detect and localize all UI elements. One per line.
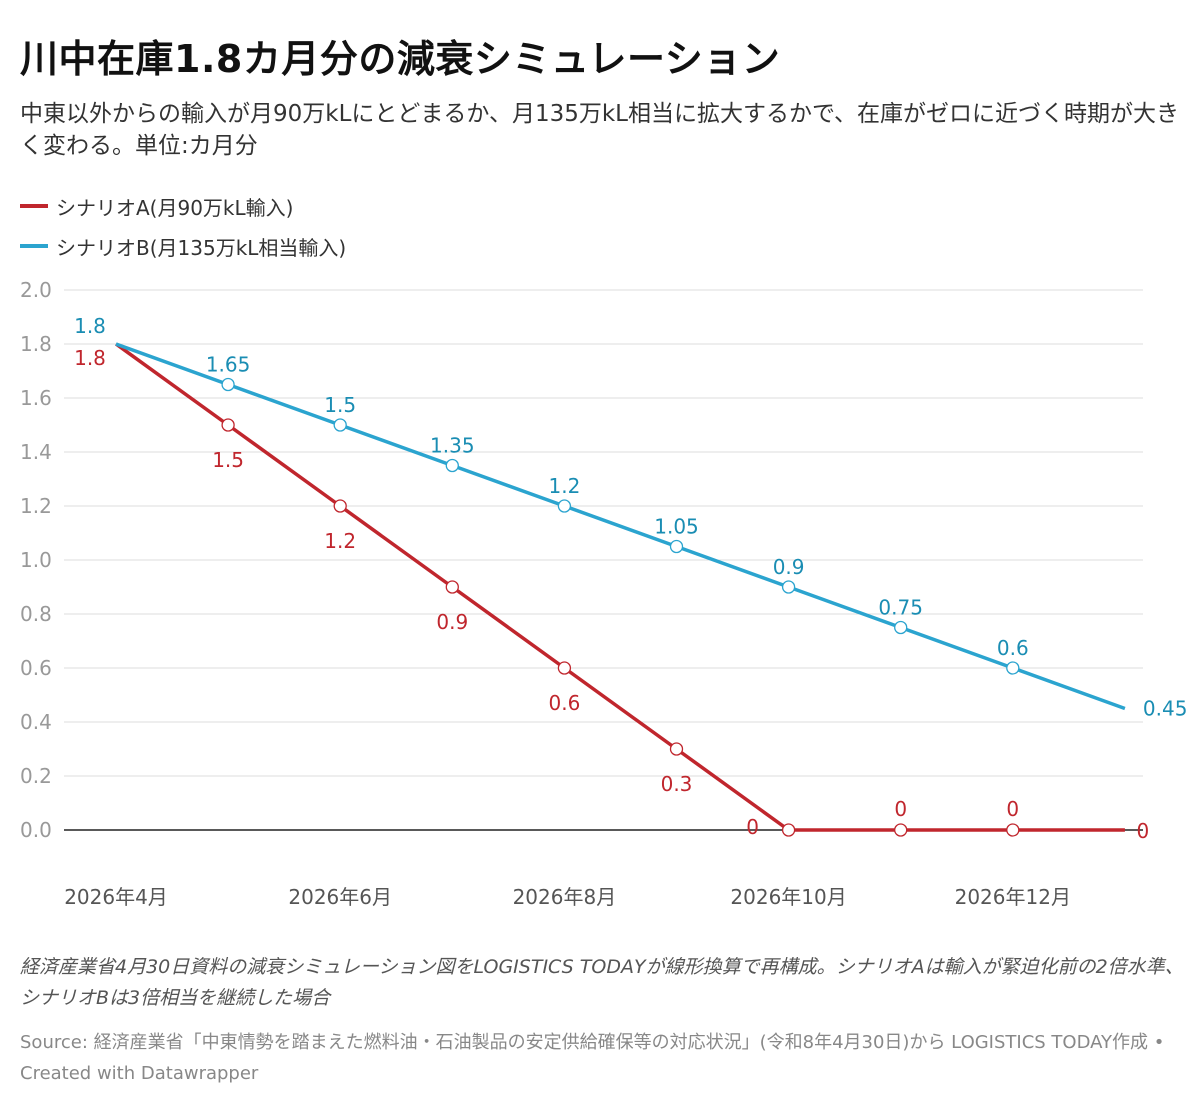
data-label-scenario-b: 1.2	[548, 474, 580, 498]
point-scenario-b	[894, 620, 908, 635]
legend-item-scenario-a: シナリオA(月90万kL輸入)	[20, 186, 346, 226]
x-axis-ticks: 2026年4月 2026年6月 2026年8月 2026年10月 2026年12月	[64, 885, 1071, 909]
data-label-scenario-a: 1.8	[74, 346, 106, 370]
x-tick-label: 2026年8月	[513, 885, 617, 909]
data-label-scenario-a: 1.2	[324, 529, 356, 553]
point-scenario-a	[781, 823, 796, 837]
series-line-scenario-a	[114, 342, 1125, 832]
y-tick-label: 2.0	[20, 278, 52, 302]
chart-source: Source: 経済産業省「中東情勢を踏まえた燃料油・石油製品の安定供給確保等の…	[20, 1032, 1165, 1084]
y-tick-label: 0.6	[20, 656, 52, 680]
data-labels: 1.8 1.5 1.2 0.9 0.6 0.3 0 0 0 0 1.8 1.65 1.5 1.35 1.2 1…	[74, 314, 1187, 843]
data-label-scenario-b: 0.75	[878, 596, 923, 620]
point-scenario-b	[445, 458, 459, 473]
x-tick-label: 2026年10月	[730, 885, 846, 909]
data-label-scenario-a: 0	[1006, 797, 1019, 821]
point-scenario-b	[557, 499, 572, 513]
x-tick-label: 2026年12月	[955, 885, 1071, 909]
series-line-scenario-b	[115, 342, 1126, 711]
point-scenario-b	[1006, 661, 1020, 675]
y-tick-label: 0.0	[20, 818, 52, 842]
y-tick-label: 0.4	[20, 710, 52, 734]
point-scenario-a	[1006, 823, 1020, 837]
data-label-scenario-b: 1.35	[430, 434, 475, 458]
point-scenario-a	[333, 499, 347, 513]
legend-label-scenario-b: シナリオB(月135万kL相当輸入)	[56, 235, 347, 260]
legend-swatch-scenario-b	[20, 244, 48, 248]
series-lines	[114, 342, 1126, 832]
point-scenario-b	[669, 539, 684, 554]
y-tick-label: 1.2	[20, 494, 52, 518]
data-label-scenario-b: 0.9	[773, 555, 805, 579]
chart-note: 経済産業省4月30日資料の減衰シミュレーション図をLOGISTICS TODAY…	[20, 956, 1184, 1009]
point-scenario-a	[894, 823, 908, 837]
legend-swatch-scenario-a	[20, 204, 48, 208]
data-label-scenario-a: 0	[1137, 819, 1150, 843]
y-tick-label: 0.2	[20, 764, 52, 788]
y-tick-label: 0.8	[20, 602, 52, 626]
data-label-scenario-b: 1.05	[654, 515, 699, 539]
legend: シナリオA(月90万kL輸入) シナリオB(月135万kL相当輸入)	[20, 186, 346, 266]
data-label-scenario-b: 1.5	[324, 393, 356, 417]
line-chart: 0.0 0.2 0.4 0.6 0.8 1.0 1.2 1.4 1.6 1.8 2.0 2026年4…	[20, 278, 1187, 909]
data-label-scenario-a: 0.9	[436, 610, 468, 634]
point-scenario-b	[781, 580, 796, 594]
legend-label-scenario-a: シナリオA(月90万kL輸入)	[56, 195, 294, 220]
x-tick-label: 2026年4月	[64, 885, 168, 909]
legend-item-scenario-b: シナリオB(月135万kL相当輸入)	[20, 226, 346, 266]
grid-layer	[64, 289, 1143, 831]
y-tick-label: 1.8	[20, 332, 52, 356]
point-scenario-a	[669, 742, 684, 756]
series-points	[221, 377, 1020, 837]
data-label-scenario-a: 0.6	[548, 691, 580, 715]
data-label-scenario-b: 0.6	[997, 636, 1029, 660]
data-label-scenario-b: 0.45	[1143, 697, 1188, 721]
data-label-scenario-a: 0	[746, 815, 759, 839]
data-label-scenario-b: 1.65	[206, 353, 251, 377]
data-label-scenario-b: 1.8	[74, 314, 106, 338]
point-scenario-b	[333, 418, 347, 432]
data-label-scenario-a: 0	[894, 797, 907, 821]
chart-subtitle: 中東以外からの輸入が月90万kLにとどまるか、月135万kL相当に拡大するかで、…	[20, 101, 1180, 159]
point-scenario-a	[445, 580, 459, 594]
chart-title: 川中在庫1.8カ月分の減衰シミュレーション	[20, 37, 781, 81]
y-tick-label: 1.4	[20, 440, 52, 464]
point-scenario-b	[221, 377, 235, 392]
y-axis-ticks: 0.0 0.2 0.4 0.6 0.8 1.0 1.2 1.4 1.6 1.8 2.0	[20, 278, 52, 842]
y-tick-label: 1.0	[20, 548, 52, 572]
data-label-scenario-a: 1.5	[212, 448, 244, 472]
data-label-scenario-a: 0.3	[661, 772, 693, 796]
x-tick-label: 2026年6月	[288, 885, 392, 909]
point-scenario-a	[221, 418, 235, 432]
point-scenario-a	[557, 661, 572, 675]
y-tick-label: 1.6	[20, 386, 52, 410]
